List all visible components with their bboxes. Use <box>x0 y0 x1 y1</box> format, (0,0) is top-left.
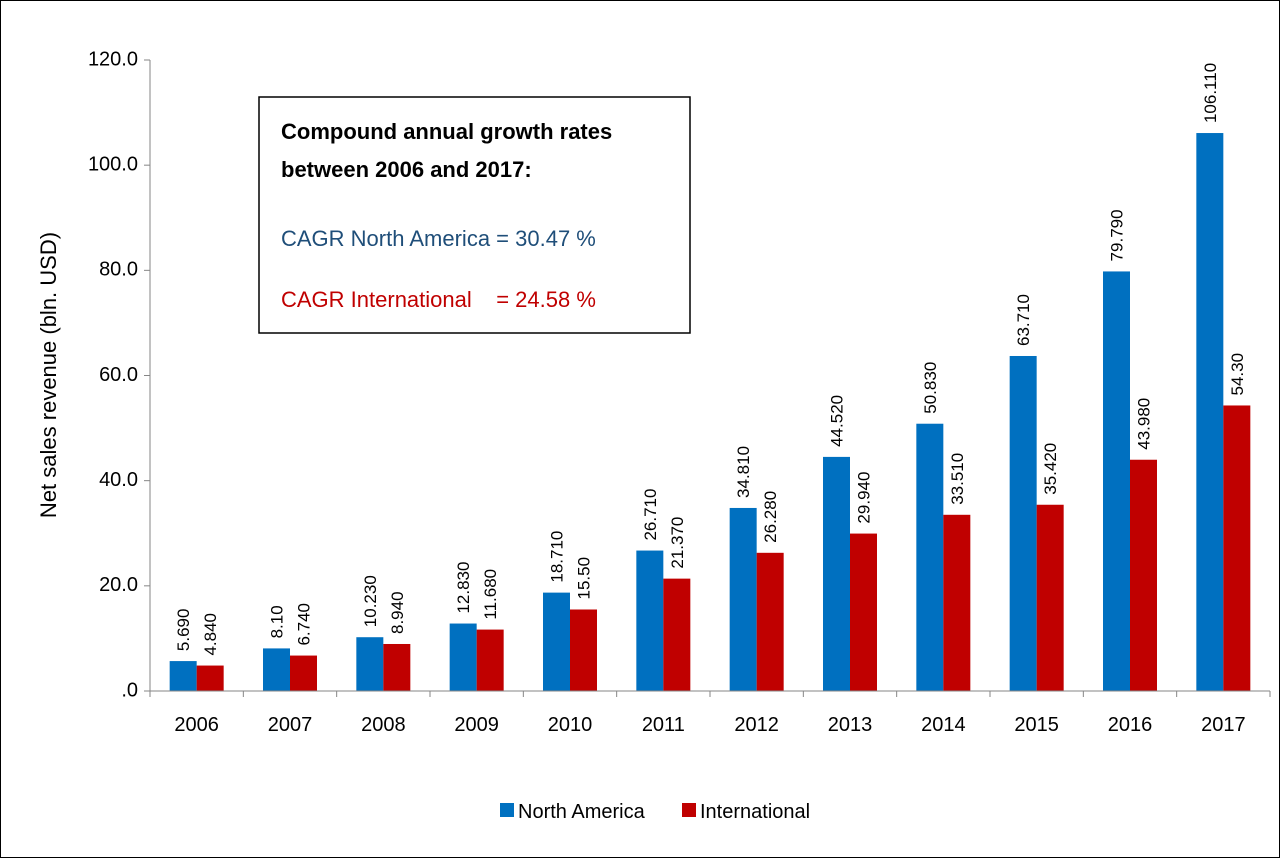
y-tick-label: 60.0 <box>99 364 138 386</box>
y-tick-label: 100.0 <box>88 153 138 175</box>
annotation-cagr-international: CAGR International = 24.58 % <box>281 287 596 312</box>
bar-international <box>1130 459 1157 691</box>
data-label-international: 21.370 <box>668 517 687 569</box>
bar-north-america <box>169 661 197 691</box>
data-label-north-america: 44.520 <box>828 395 847 447</box>
legend-swatch-international <box>682 803 696 817</box>
data-label-north-america: 50.830 <box>921 362 940 414</box>
bar-north-america <box>636 550 664 691</box>
data-label-international: 26.280 <box>761 491 780 543</box>
data-label-north-america: 5.690 <box>174 609 193 652</box>
bar-international <box>1223 405 1251 691</box>
bar-international <box>663 578 691 691</box>
x-tick-label: 2016 <box>1108 714 1153 736</box>
bar-north-america <box>449 623 477 691</box>
y-tick-label: 80.0 <box>99 259 138 281</box>
data-label-international: 54.30 <box>1228 353 1247 396</box>
bar-international <box>383 643 411 691</box>
data-label-north-america: 26.710 <box>641 489 660 541</box>
data-label-north-america: 10.230 <box>361 575 380 627</box>
x-tick-label: 2009 <box>454 714 499 736</box>
data-label-international: 33.510 <box>948 453 967 505</box>
annotation-heading-1: Compound annual growth rates <box>281 119 612 144</box>
x-tick-label: 2017 <box>1201 714 1246 736</box>
data-label-north-america: 106.110 <box>1201 63 1220 123</box>
bars <box>169 133 1251 691</box>
bar-international <box>570 609 597 691</box>
data-label-north-america: 63.710 <box>1014 294 1033 346</box>
bar-north-america <box>1196 133 1224 691</box>
bar-north-america <box>1009 355 1037 691</box>
y-tick-label: .0 <box>121 679 138 701</box>
data-label-international: 11.680 <box>481 569 500 620</box>
annotation-box <box>258 96 691 334</box>
y-tick-label: 40.0 <box>99 469 138 491</box>
x-tick-label: 2012 <box>734 714 779 736</box>
legend-label-international: International <box>700 801 810 823</box>
data-label-north-america: 79.790 <box>1108 209 1127 261</box>
legend: North America International <box>500 801 810 823</box>
data-label-international: 15.50 <box>575 557 594 600</box>
x-tick-label: 2008 <box>361 714 406 736</box>
bar-international <box>756 552 784 691</box>
x-tick-label: 2014 <box>921 714 966 736</box>
data-label-international: 8.940 <box>388 591 407 634</box>
y-tick-label: 120.0 <box>88 48 138 70</box>
data-label-international: 35.420 <box>1041 443 1060 495</box>
data-label-north-america: 18.710 <box>548 531 567 583</box>
data-label-north-america: 8.10 <box>268 605 287 638</box>
data-label-north-america: 12.830 <box>454 562 473 614</box>
legend-swatch-north-america <box>500 803 514 817</box>
y-axis-title: Net sales revenue (bln. USD) <box>36 232 61 518</box>
bar-north-america <box>823 456 850 691</box>
legend-label-north-america: North America <box>518 801 646 823</box>
bar-international <box>850 533 877 691</box>
x-axis: 2006 2007 2008 2009 2010 2011 2012 2013 2014 2015… <box>149 690 1271 736</box>
bar-north-america <box>916 423 944 691</box>
bar-international <box>196 665 224 691</box>
x-tick-label: 2015 <box>1014 714 1059 736</box>
x-tick-label: 2011 <box>642 714 685 736</box>
x-tick-label: 2007 <box>268 714 313 736</box>
y-tick-label: 20.0 <box>99 574 138 596</box>
x-tick-label: 2006 <box>174 714 219 736</box>
data-label-international: 4.840 <box>201 613 220 656</box>
bar-international <box>943 514 971 691</box>
bar-international <box>1036 504 1064 691</box>
bar-north-america <box>263 648 290 691</box>
x-tick-label: 2010 <box>548 714 593 736</box>
bar-north-america <box>729 507 757 691</box>
data-label-north-america: 34.810 <box>734 446 753 498</box>
bar-north-america <box>1103 271 1130 691</box>
bar-international <box>476 629 504 691</box>
y-axis: .0 20.0 40.0 60.0 80.0 100.0 120.0 <box>88 48 151 701</box>
cagr-annotation: Compound annual growth rates between 200… <box>258 96 691 334</box>
data-label-international: 6.740 <box>295 603 314 646</box>
data-labels: 5.690 8.10 10.230 12.830 18.710 26.710 34.810 4… <box>174 63 1247 656</box>
annotation-cagr-north-america: CAGR North America = 30.47 % <box>281 226 596 251</box>
data-label-international: 29.940 <box>855 472 874 524</box>
bar-international <box>290 655 317 691</box>
bar-north-america <box>356 637 384 691</box>
x-tick-label: 2013 <box>828 714 873 736</box>
data-label-international: 43.980 <box>1135 398 1154 450</box>
bar-north-america <box>543 592 570 691</box>
annotation-heading-2: between 2006 and 2017: <box>281 157 532 182</box>
